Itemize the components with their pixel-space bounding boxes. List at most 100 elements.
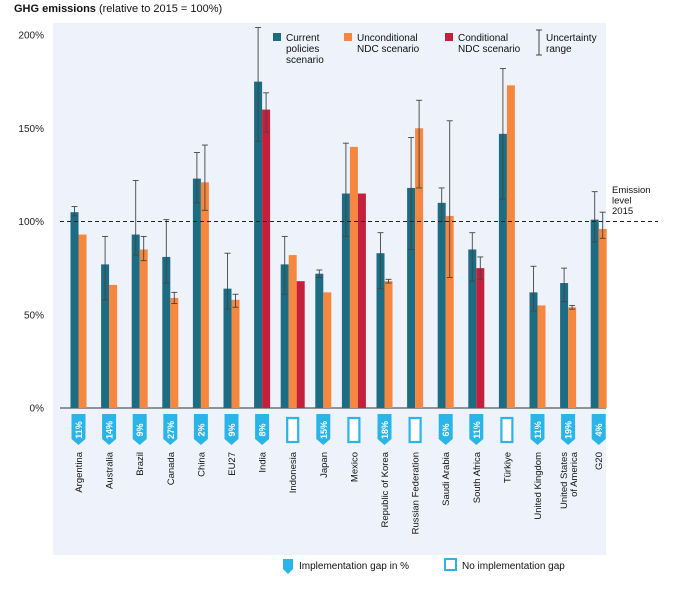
category-label-brazil: Brazil <box>135 452 146 476</box>
implementation-gap-marker <box>224 414 239 445</box>
error-bar-india-conditional-ndc-scenario <box>263 92 270 133</box>
implementation-gap-legend-icon <box>283 559 293 574</box>
bar-australia-unconditional-ndc-scenario <box>109 284 118 408</box>
implementation-gap-value: 15% <box>319 421 329 439</box>
uncertainty-legend-line: range <box>546 44 572 55</box>
error-bars-layer <box>71 27 606 312</box>
no-implementation-gap-legend-label: No implementation gap <box>462 561 565 572</box>
legend-item-conditional-ndc-scenario: Conditional NDC scenario <box>445 33 521 55</box>
chart-subtitle: (relative to 2015 = 100%) <box>99 3 222 15</box>
error-bar-republic-of-korea-unconditional-ndc-scenario <box>385 278 392 284</box>
bar-australia-current-policies-scenario <box>101 264 110 408</box>
implementation-gap-value: 11% <box>74 421 84 439</box>
bar-mexico-conditional-ndc-scenario <box>357 193 366 408</box>
implementation-gap-layer: 11% 14% 9% 27% 2% 9% 8% 15% 18% 6% 11% 11% 19% 4% <box>71 414 606 445</box>
error-bar-united-states-of-america-unconditional-ndc-scenario <box>569 304 576 310</box>
implementation-gap-value: 4% <box>594 423 604 436</box>
implementation-gap-value: 8% <box>258 423 268 436</box>
bar-g20-unconditional-ndc-scenario <box>598 228 607 408</box>
implementation-gap-japan: 15% <box>316 414 331 445</box>
bar-united-states-of-america-unconditional-ndc-scenario <box>568 307 577 408</box>
bar-china-unconditional-ndc-scenario <box>200 182 209 408</box>
category-label-china: China <box>196 451 207 477</box>
bar-india-conditional-ndc-scenario <box>262 109 271 408</box>
category-label-united-states-of-america: United Statesof America <box>559 451 580 509</box>
bar-canada-unconditional-ndc-scenario <box>170 297 179 408</box>
legend-label-line: scenario <box>286 55 324 66</box>
chart-title-main: GHG emissions <box>14 3 96 15</box>
implementation-gap-value: 9% <box>227 423 237 436</box>
legend-item-uncertainty-range: Uncertainty range <box>536 29 597 56</box>
implementation-gap-brazil: 9% <box>132 414 147 445</box>
bar-canada-current-policies-scenario <box>162 256 171 408</box>
bar-t-rkiye-unconditional-ndc-scenario <box>506 85 515 408</box>
implementation-gap-value: 11% <box>533 421 543 439</box>
error-bar-brazil-unconditional-ndc-scenario <box>140 235 147 262</box>
category-label-russian-federation: Russian Federation <box>411 452 422 534</box>
implementation-gap-india: 8% <box>255 414 270 445</box>
implementation-gap-value: 14% <box>105 421 115 439</box>
legend-label-line: Current <box>286 33 320 44</box>
bar-russian-federation-unconditional-ndc-scenario <box>415 128 424 408</box>
implementation-gap-republic-of-korea: 18% <box>377 414 392 445</box>
error-bar-united-kingdom-current-policies-scenario <box>530 265 537 312</box>
legend-no-implementation-gap: No implementation gap <box>444 558 565 572</box>
error-bar-united-states-of-america-current-policies-scenario <box>561 267 568 303</box>
implementation-gap-value: 9% <box>135 423 145 436</box>
implementation-gap-marker <box>591 414 606 445</box>
reference-line-layer: Emission level 2015 <box>60 185 658 223</box>
category-label-united-kingdom: United Kingdom <box>533 452 544 520</box>
implementation-gap-marker <box>561 414 576 445</box>
legend-label-line: Unconditional <box>357 33 418 44</box>
bar-united-states-of-america-current-policies-scenario <box>560 283 569 408</box>
category-label-line: of America <box>569 451 580 497</box>
error-bar-g20-current-policies-scenario <box>591 191 598 243</box>
category-label-t-rkiye: Türkiye <box>502 452 513 483</box>
category-label-canada: Canada <box>166 451 177 485</box>
y-tick-label: 100% <box>18 217 44 228</box>
bar-brazil-current-policies-scenario <box>131 234 140 408</box>
uncertainty-legend-label: Uncertainty range <box>546 33 597 55</box>
bar-eu27-current-policies-scenario <box>223 288 232 408</box>
category-label-indonesia: Indonesia <box>288 451 299 493</box>
chart-title: GHG emissions (relative to 2015 = 100%) <box>14 3 222 15</box>
bar-india-current-policies-scenario <box>254 81 263 408</box>
implementation-gap-value: 6% <box>441 423 451 436</box>
bar-republic-of-korea-unconditional-ndc-scenario <box>384 281 393 408</box>
y-tick-label: 150% <box>18 124 44 135</box>
bar-t-rkiye-current-policies-scenario <box>498 133 507 408</box>
category-labels-layer: Argentina Australia Brazil Canada China EU27 I… <box>74 451 605 534</box>
category-label-line: United States <box>559 452 570 509</box>
implementation-gap-g20: 4% <box>591 414 606 445</box>
category-label-g20: G20 <box>594 452 605 470</box>
category-label-saudi-arabia: Saudi Arabia <box>441 451 452 506</box>
no-implementation-gap-marker-t-rkiye <box>500 416 514 444</box>
category-label-india: India <box>258 451 269 472</box>
legend-label: Current policies scenario <box>286 33 324 66</box>
bar-united-kingdom-current-policies-scenario <box>529 292 538 408</box>
implementation-gap-canada: 27% <box>163 414 178 445</box>
bar-eu27-unconditional-ndc-scenario <box>231 299 240 408</box>
bars-layer <box>70 81 607 408</box>
legend-swatch <box>344 33 352 41</box>
error-bar-china-unconditional-ndc-scenario <box>201 144 208 211</box>
implementation-gap-marker <box>193 414 208 445</box>
implementation-gap-value: 19% <box>564 421 574 439</box>
error-bar-india-current-policies-scenario <box>255 27 262 142</box>
bar-republic-of-korea-current-policies-scenario <box>376 253 385 408</box>
error-bar-canada-unconditional-ndc-scenario <box>171 291 178 305</box>
implementation-gap-legend-label: Implementation gap in % <box>299 561 409 572</box>
bar-brazil-unconditional-ndc-scenario <box>139 249 148 408</box>
bar-mexico-current-policies-scenario <box>341 193 350 408</box>
legend-item-current-policies-scenario: Current policies scenario <box>273 33 324 66</box>
axis-layer: 0% 50% 100% 150% 200% <box>18 31 606 415</box>
emission-level-label-line: level <box>612 196 632 207</box>
implementation-gap-value: 27% <box>166 421 176 439</box>
implementation-gap-value: 18% <box>380 421 390 439</box>
legend-implementation-gap: Implementation gap in % <box>283 559 409 574</box>
implementation-gap-marker <box>316 414 331 445</box>
error-bar-indonesia-current-policies-scenario <box>281 235 288 295</box>
category-label-australia: Australia <box>105 451 116 489</box>
